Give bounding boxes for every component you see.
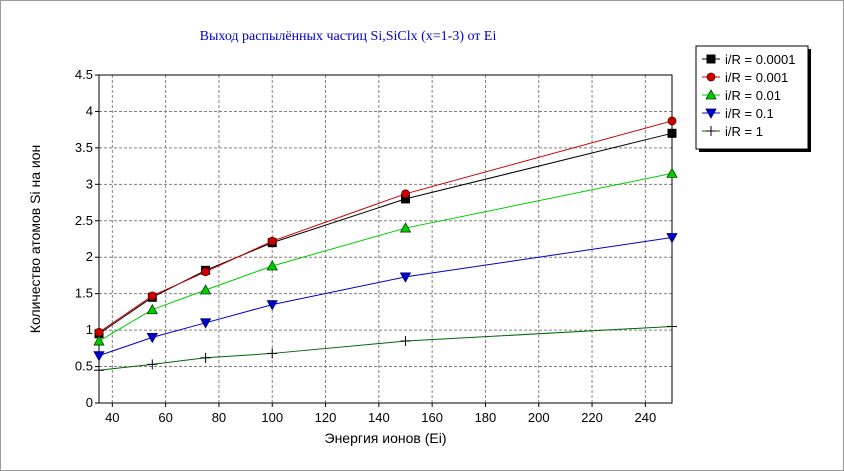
data-point-triangle-down bbox=[266, 300, 278, 311]
x-tick-label: 40 bbox=[105, 410, 119, 425]
y-tick-label: 0 bbox=[86, 395, 93, 410]
data-point-triangle-down bbox=[146, 332, 158, 344]
y-tick-label: 4.5 bbox=[75, 67, 93, 82]
x-tick-label: 240 bbox=[634, 410, 656, 425]
x-tick-label: 60 bbox=[158, 410, 172, 425]
data-point-triangle-up bbox=[705, 89, 717, 100]
data-point-triangle-down bbox=[705, 108, 717, 119]
legend-label: i/R = 0.001 bbox=[725, 70, 788, 85]
y-tick-label: 2.5 bbox=[75, 213, 93, 228]
data-point-circle bbox=[401, 189, 410, 199]
data-point-triangle-up bbox=[146, 303, 158, 315]
legend-label: i/R = 0.01 bbox=[725, 88, 781, 103]
x-axis-title: Энергия ионов (Ei) bbox=[325, 430, 447, 446]
data-point-circle bbox=[94, 327, 104, 337]
x-tick-label: 100 bbox=[261, 410, 283, 425]
data-point-triangle-up bbox=[93, 335, 105, 346]
x-tick-label: 160 bbox=[421, 410, 443, 425]
legend-label: i/R = 1 bbox=[725, 124, 763, 139]
data-point-triangle-up bbox=[199, 284, 212, 295]
y-tick-label: 3.5 bbox=[75, 140, 93, 155]
data-point-circle bbox=[667, 116, 677, 126]
data-point-triangle-down bbox=[666, 233, 678, 244]
data-point-triangle-up bbox=[399, 222, 412, 233]
y-tick-label: 2 bbox=[86, 249, 93, 264]
plot-area bbox=[99, 75, 672, 403]
x-tick-label: 80 bbox=[212, 410, 226, 425]
x-tick-label: 220 bbox=[581, 410, 603, 425]
series-line-5 bbox=[98, 325, 673, 371]
data-point-triangle-up bbox=[666, 167, 678, 178]
data-point-triangle-down bbox=[93, 351, 105, 362]
data-point-square bbox=[667, 128, 677, 138]
series-line-4 bbox=[98, 237, 673, 357]
legend-label: i/R = 0.0001 bbox=[725, 52, 795, 67]
series-line-3 bbox=[98, 172, 673, 342]
data-point-triangle-down bbox=[399, 272, 412, 283]
y-tick-label: 1.5 bbox=[75, 286, 93, 301]
y-tick-label: 0.5 bbox=[75, 359, 93, 374]
x-tick-label: 120 bbox=[315, 410, 337, 425]
chart-title: Выход распылённых частиц Si,SiClx (x=1-3… bbox=[200, 29, 497, 44]
x-tick-label: 140 bbox=[368, 410, 390, 425]
legend-label: i/R = 0.1 bbox=[725, 106, 774, 121]
data-point-triangle-down bbox=[199, 318, 212, 329]
data-point-square bbox=[706, 54, 716, 64]
y-tick-label: 4 bbox=[86, 103, 93, 118]
series-line-2 bbox=[98, 120, 673, 333]
y-axis-title: Количество атомов Si на ион bbox=[27, 145, 43, 333]
x-tick-label: 200 bbox=[528, 410, 550, 425]
y-tick-label: 3 bbox=[86, 176, 93, 191]
data-point-circle bbox=[706, 72, 716, 82]
data-point-circle bbox=[147, 291, 157, 301]
data-point-circle bbox=[267, 236, 277, 246]
data-point-circle bbox=[201, 267, 211, 277]
data-point-triangle-up bbox=[266, 260, 278, 271]
y-tick-label: 1 bbox=[86, 322, 93, 337]
x-tick-label: 180 bbox=[475, 410, 497, 425]
